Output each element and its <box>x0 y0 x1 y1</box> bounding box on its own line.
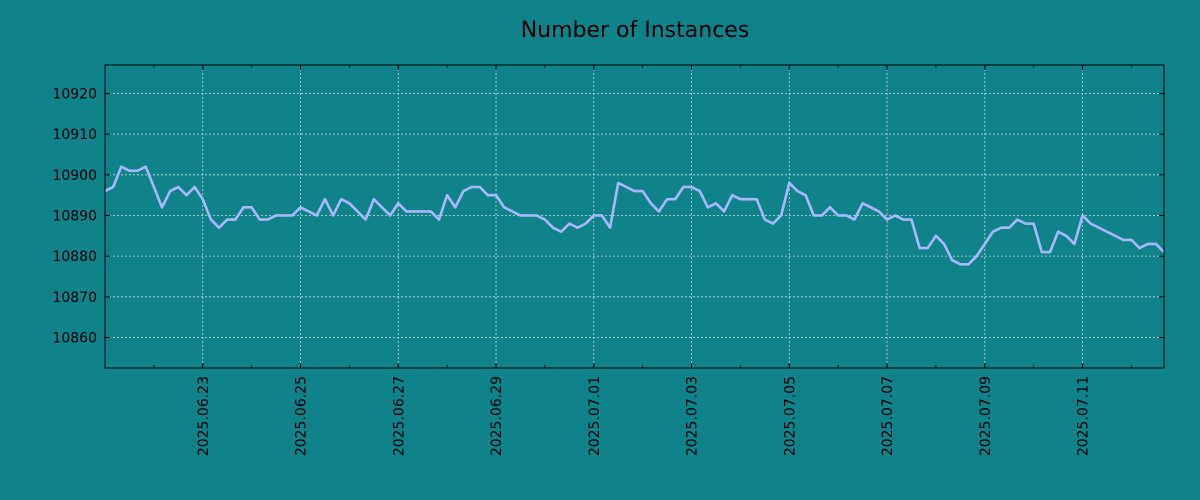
y-tick-label: 10870 <box>52 290 97 306</box>
x-tick-label: 2025.07.03 <box>685 376 701 456</box>
x-tick-label: 2025.07.11 <box>1076 376 1092 456</box>
x-tick-label: 2025.07.01 <box>587 376 603 456</box>
series-line <box>104 165 1165 266</box>
x-tick-label: 2025.06.25 <box>294 376 310 456</box>
y-tick-label: 10860 <box>52 330 97 346</box>
y-tick-label: 10900 <box>52 168 97 184</box>
x-tick-label: 2025.06.29 <box>489 376 505 456</box>
y-tick-label: 10880 <box>52 249 97 265</box>
axes: 10860 10870 10880 10890 10900 10910 10920 2025.… <box>52 64 1165 456</box>
grid <box>105 65 1164 368</box>
series-layer <box>104 165 1165 266</box>
x-tick-label: 2025.06.23 <box>196 376 212 456</box>
y-tick-label: 10910 <box>52 127 97 143</box>
chart-title: Number of Instances <box>521 18 750 43</box>
x-tick-label: 2025.07.09 <box>978 376 994 456</box>
x-tick-label: 2025.06.27 <box>391 376 407 456</box>
plot-frame <box>104 64 1165 369</box>
y-tick-label: 10890 <box>52 208 97 224</box>
x-tick-label: 2025.07.05 <box>782 376 798 456</box>
y-tick-label: 10920 <box>52 86 97 102</box>
x-tick-label: 2025.07.07 <box>880 376 896 456</box>
